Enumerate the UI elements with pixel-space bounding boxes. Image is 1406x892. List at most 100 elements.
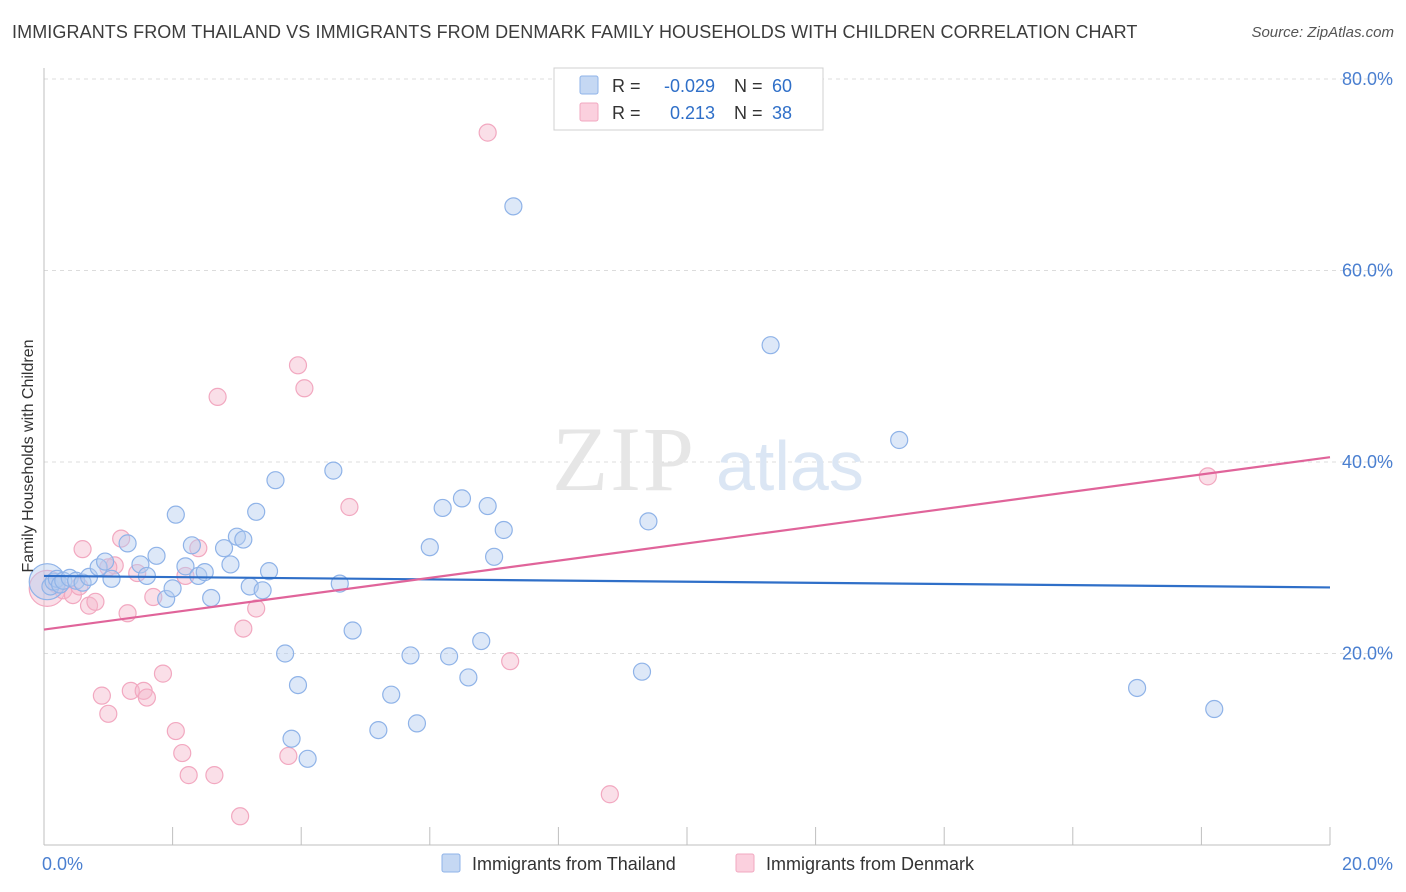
chart-title: IMMIGRANTS FROM THAILAND VS IMMIGRANTS F… [12, 22, 1138, 42]
denmark-point [234, 619, 253, 638]
thailand-point [504, 197, 523, 216]
gridlines [44, 78, 1392, 654]
thailand-point [639, 512, 658, 531]
denmark-point [340, 497, 359, 517]
denmark-point [92, 686, 111, 705]
thailand-point [452, 489, 472, 508]
thailand-point [324, 461, 343, 480]
legend-swatch-pink [579, 102, 599, 122]
legend-r-label-1: R = [612, 76, 641, 96]
thailand-point [459, 668, 478, 687]
thailand-point [182, 536, 201, 555]
x-axis-ticks [43, 827, 1331, 845]
thailand-point [343, 621, 362, 640]
thailand-point [494, 520, 513, 540]
watermark-zip: ZIP [552, 408, 696, 510]
thailand-point [253, 581, 272, 600]
thailand-point [890, 430, 909, 450]
denmark-point [137, 688, 156, 707]
thailand-point [276, 644, 295, 663]
thailand-point [214, 539, 234, 558]
thailand-point [221, 555, 240, 574]
thailand-point [202, 588, 221, 608]
legend-n-label-2: N = [734, 103, 763, 123]
thailand-point [1205, 699, 1224, 719]
thailand-point [407, 714, 427, 733]
thailand-point [259, 562, 279, 581]
series-thailand-points [28, 197, 1224, 768]
denmark-point [501, 652, 520, 671]
series-legend-swatch-thailand [441, 853, 461, 873]
denmark-point [208, 387, 227, 406]
y-tick-label: 20.0% [1342, 644, 1393, 664]
thailand-point [761, 336, 780, 355]
y-tick-label: 60.0% [1342, 261, 1393, 281]
legend-r-label-2: R = [612, 103, 641, 123]
thailand-point [118, 534, 137, 553]
y-axis-label: Family Households with Children [20, 340, 37, 573]
denmark-point [153, 664, 173, 683]
legend-n-value-1: 60 [772, 76, 792, 96]
series-legend-label-denmark: Immigrants from Denmark [766, 854, 975, 874]
x-axis-tick-labels: 0.0% 20.0% [42, 854, 1393, 874]
denmark-point [247, 599, 266, 618]
y-tick-label: 40.0% [1342, 452, 1393, 472]
denmark-point [231, 807, 250, 826]
thailand-point [47, 569, 66, 588]
denmark-point [86, 592, 105, 611]
series-legend-label-thailand: Immigrants from Thailand [472, 854, 676, 874]
thailand-point [176, 557, 195, 576]
series-legend: Immigrants from Thailand Immigrants from… [441, 853, 975, 874]
thailand-point [157, 589, 176, 609]
denmark-point [105, 556, 124, 575]
denmark-point [478, 123, 497, 142]
denmark-point [205, 766, 224, 785]
thailand-point [266, 471, 285, 490]
thailand-point [433, 498, 452, 518]
thailand-point [369, 720, 388, 740]
thailand-point [478, 496, 497, 516]
denmark-point [600, 785, 619, 804]
denmark-trend-line [43, 456, 1331, 631]
thailand-trend-line [43, 574, 1331, 589]
thailand-point [234, 530, 253, 549]
thailand-point [131, 555, 150, 574]
series-legend-swatch-denmark [735, 853, 755, 873]
thailand-point [166, 505, 185, 524]
thailand-point [298, 749, 317, 768]
thailand-point [95, 552, 115, 571]
thailand-point [247, 502, 266, 521]
denmark-point [288, 356, 308, 375]
thailand-point [163, 579, 182, 598]
thailand-point [1127, 678, 1147, 698]
denmark-point [73, 540, 92, 559]
stats-legend: R = -0.029 N = 60 R = 0.213 N = 38 [553, 67, 824, 131]
source-label: Source: ZipAtlas.com [1251, 24, 1394, 41]
trend-lines [43, 456, 1331, 631]
y-tick-label: 80.0% [1342, 69, 1393, 89]
thailand-point [632, 662, 652, 681]
thailand-point [102, 569, 121, 588]
thailand-point [282, 729, 301, 748]
thailand-point [485, 547, 504, 566]
legend-n-label-1: N = [734, 76, 763, 96]
denmark-point [173, 743, 192, 763]
x-tick-label: 0.0% [42, 854, 83, 874]
denmark-point [176, 566, 195, 586]
denmark-point [99, 704, 118, 723]
thailand-point [288, 675, 308, 695]
denmark-point [166, 721, 185, 741]
y-axis-tick-labels: 20.0% 40.0% 60.0% 80.0% [1342, 69, 1393, 664]
thailand-point [439, 647, 459, 666]
legend-r-value-1: -0.029 [664, 76, 715, 96]
legend-r-value-2: 0.213 [670, 103, 715, 123]
denmark-point [279, 746, 298, 766]
thailand-point [472, 631, 491, 651]
x-tick-label: 20.0% [1342, 854, 1393, 874]
thailand-point [420, 538, 439, 557]
legend-swatch-blue [579, 75, 599, 95]
watermark-atlas: atlas [716, 427, 864, 505]
thailand-point [147, 546, 166, 565]
denmark-point [1198, 467, 1217, 486]
